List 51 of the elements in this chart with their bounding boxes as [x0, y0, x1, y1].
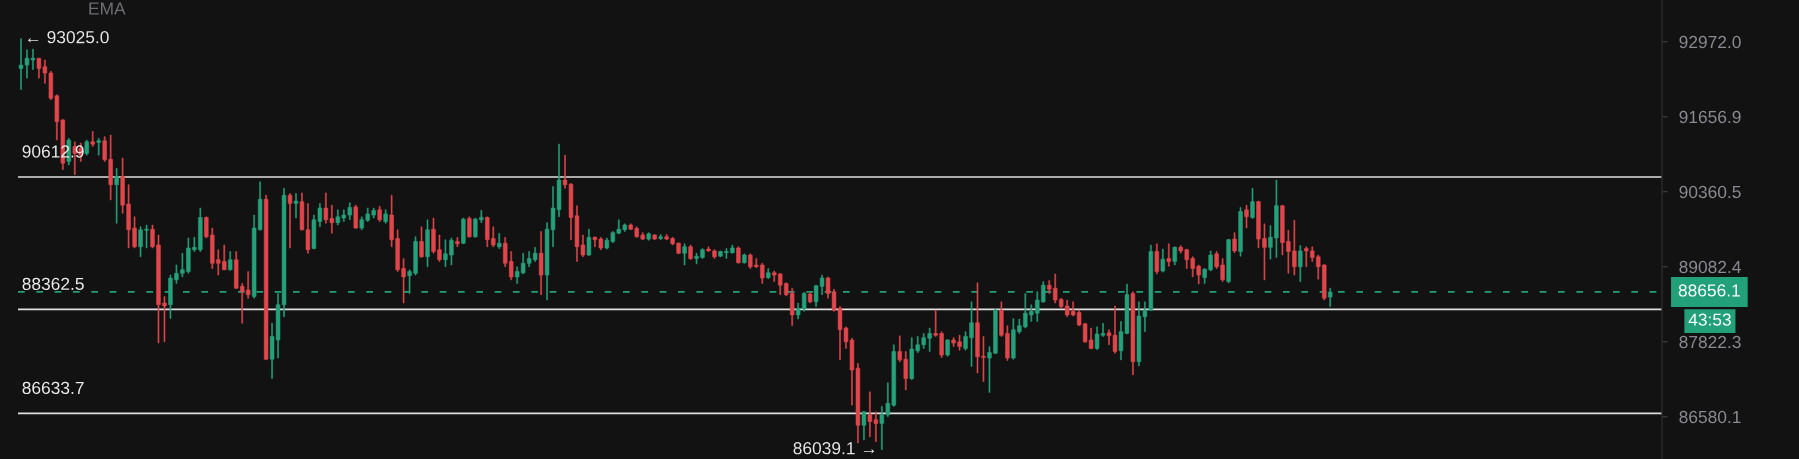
- y-tick-label: 87822.3: [1679, 335, 1741, 349]
- candlestick: [287, 193, 293, 249]
- candlestick: [1298, 245, 1303, 282]
- candlestick: [586, 228, 592, 256]
- candlestick: [945, 339, 950, 357]
- candlestick: [497, 232, 502, 249]
- candlestick: [377, 206, 382, 222]
- candlestick: [1328, 287, 1333, 307]
- candlestick: [96, 138, 101, 156]
- candlestick: [742, 253, 747, 264]
- candlestick: [1244, 204, 1249, 229]
- candlestick: [1166, 243, 1171, 267]
- annotation: 86039.1 →: [793, 442, 875, 455]
- candlestick: [228, 251, 233, 271]
- candlestick: [538, 231, 544, 295]
- ref-line-label: 86633.7: [22, 381, 84, 395]
- candlestick: [353, 204, 358, 229]
- candlestick: [807, 292, 813, 304]
- y-tick-label: 92972.0: [1679, 35, 1741, 49]
- candlestick: [293, 193, 299, 219]
- text: 43:53: [1688, 313, 1731, 326]
- candlestick: [455, 237, 460, 248]
- candlestick: [1250, 187, 1255, 219]
- candlestick: [84, 139, 89, 156]
- y-tick-label: 90360.5: [1679, 185, 1741, 199]
- candlestick: [736, 246, 741, 264]
- ref-line-label: 88656.1: [1678, 284, 1740, 297]
- candlestick: [1238, 207, 1243, 257]
- candlestick: [114, 168, 119, 224]
- candlestick: [1154, 243, 1160, 275]
- ref-line-label: 88362.5: [22, 277, 84, 291]
- candlestick: [646, 232, 651, 241]
- candlestick: [90, 131, 95, 147]
- candlestick: [419, 226, 424, 258]
- candlestick: [1172, 246, 1177, 266]
- candlestick: [682, 243, 687, 266]
- annotation: EMA: [89, 2, 126, 15]
- candlestick: [1232, 232, 1237, 253]
- candlestick: [688, 244, 693, 261]
- candlestick: [1160, 248, 1166, 273]
- y-tick-label: 89082.4: [1679, 260, 1741, 274]
- candlestick: [766, 268, 771, 279]
- candlestick: [467, 216, 472, 238]
- candlestick: [383, 209, 388, 224]
- candlestick: [861, 410, 867, 441]
- candlestick: [425, 219, 430, 268]
- y-tick-label: 86580.1: [1679, 410, 1741, 424]
- candlestick: [652, 234, 657, 240]
- y-tick-label: 91656.9: [1679, 110, 1741, 124]
- annotation: ← 93025.0: [28, 31, 109, 44]
- candlestick: [658, 234, 663, 240]
